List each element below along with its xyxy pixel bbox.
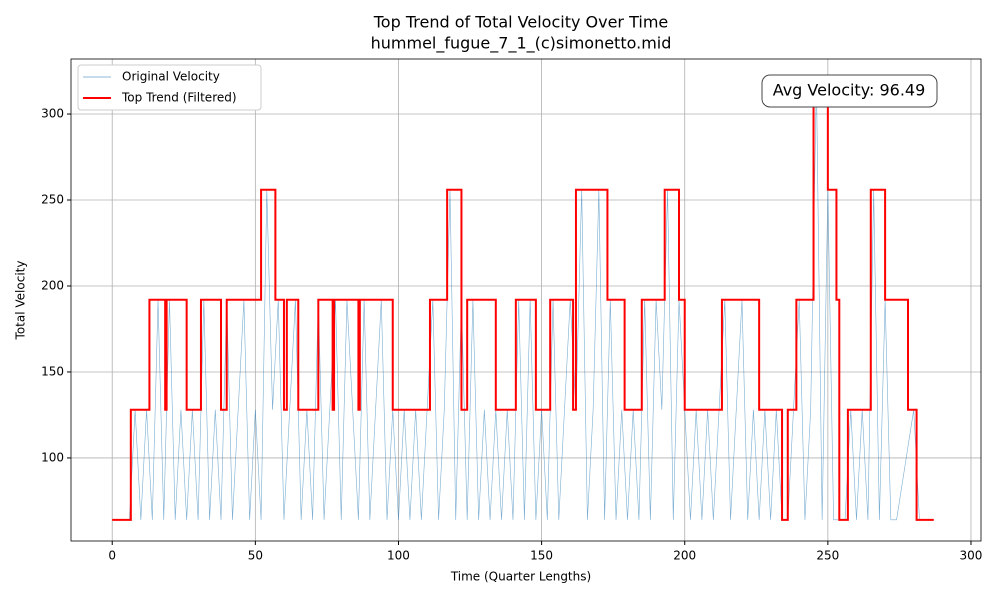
chart-subtitle: hummel_fugue_7_1_(c)simonetto.mid: [371, 34, 672, 54]
legend-box: [77, 64, 262, 111]
x-tick-label: 250: [816, 549, 839, 563]
x-tick-label: 50: [248, 549, 263, 563]
legend-label: Top Trend (Filtered): [121, 91, 237, 105]
chart-title: Top Trend of Total Velocity Over Time: [373, 13, 669, 32]
x-tick-label: 0: [108, 549, 116, 563]
x-axis-label: Time (Quarter Lengths): [450, 570, 591, 584]
y-tick-label: 250: [41, 193, 64, 207]
legend-label: Original Velocity: [122, 70, 220, 84]
plot-frame: [70, 58, 982, 542]
x-tick-label: 100: [387, 549, 410, 563]
x-tick-label: 150: [530, 549, 553, 563]
y-tick-label: 100: [41, 450, 64, 464]
y-axis-label: Total Velocity: [14, 261, 28, 341]
annotation-box: [761, 74, 938, 108]
series-line: [112, 79, 920, 521]
y-tick-label: 150: [41, 364, 64, 378]
y-tick-label: 300: [41, 107, 64, 121]
x-tick-label: 200: [673, 549, 696, 563]
x-tick-label: 300: [960, 549, 983, 563]
annotation: Avg Velocity: 96.49: [773, 81, 926, 100]
y-tick-label: 200: [41, 278, 64, 292]
